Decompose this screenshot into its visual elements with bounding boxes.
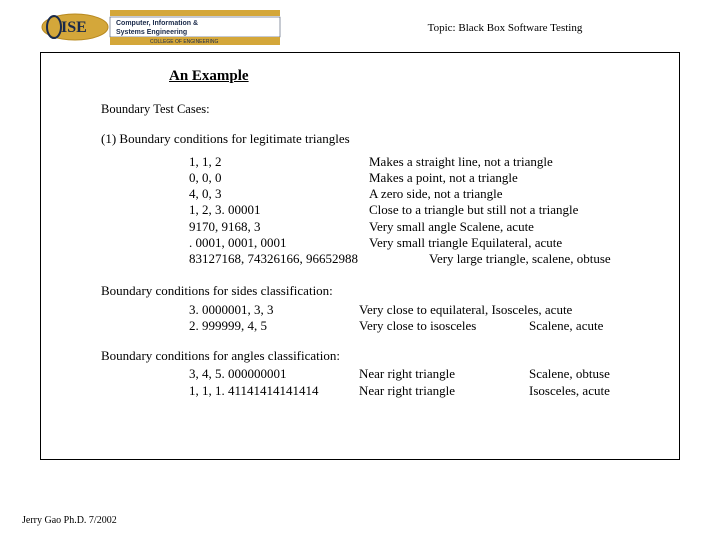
cell: 3, 4, 5. 000000001 (189, 366, 359, 382)
cell: 1, 1, 1. 41141414141414 (189, 383, 359, 399)
table-row: 1, 1, 2Makes a straight line, not a tria… (189, 154, 661, 170)
header: ISE Computer, Information & Systems Engi… (0, 0, 720, 52)
svg-text:Systems Engineering: Systems Engineering (116, 29, 187, 36)
cell: Very close to equilateral, Isosceles, ac… (359, 302, 529, 318)
table-row: 0, 0, 0Makes a point, not a triangle (189, 170, 661, 186)
section-3: Boundary conditions for angles classific… (101, 348, 661, 399)
section-3-heading: Boundary conditions for angles classific… (101, 348, 661, 364)
ise-logo-icon: ISE Computer, Information & Systems Engi… (40, 10, 290, 46)
cell: Very large triangle, scalene, obtuse (429, 251, 611, 267)
cell: Very small triangle Equilateral, acute (369, 235, 562, 251)
section-2-heading: Boundary conditions for sides classifica… (101, 283, 661, 299)
cell: Near right triangle (359, 366, 529, 382)
cell: Very small angle Scalene, acute (369, 219, 534, 235)
cell: . 0001, 0001, 0001 (189, 235, 369, 251)
cell: 0, 0, 0 (189, 170, 369, 186)
cell: Scalene, obtuse (529, 366, 610, 382)
cell: Scalene, acute (529, 318, 603, 334)
table-1: 1, 1, 2Makes a straight line, not a tria… (189, 154, 661, 268)
content-frame: An Example Boundary Test Cases: (1) Boun… (40, 52, 680, 460)
cell: Isosceles, acute (529, 383, 610, 399)
table-row: 1, 1, 1. 41141414141414Near right triang… (189, 383, 661, 399)
section-2: Boundary conditions for sides classifica… (101, 283, 661, 334)
svg-text:COLLEGE OF ENGINEERING: COLLEGE OF ENGINEERING (150, 39, 218, 45)
section-1-heading: (1) Boundary conditions for legitimate t… (101, 131, 661, 147)
table-row: . 0001, 0001, 0001Very small triangle Eq… (189, 235, 661, 251)
table-row: 4, 0, 3A zero side, not a triangle (189, 186, 661, 202)
table-row: 3. 0000001, 3, 3Very close to equilatera… (189, 302, 661, 318)
cell: Makes a point, not a triangle (369, 170, 518, 186)
cell: 4, 0, 3 (189, 186, 369, 202)
subtitle: Boundary Test Cases: (101, 102, 661, 118)
cell: 2. 999999, 4, 5 (189, 318, 359, 334)
cell: Very close to isosceles (359, 318, 529, 334)
slide-title: An Example (169, 67, 661, 86)
table-row: 9170, 9168, 3Very small angle Scalene, a… (189, 219, 661, 235)
table-row: 3, 4, 5. 000000001Near right triangleSca… (189, 366, 661, 382)
cell: 1, 2, 3. 00001 (189, 202, 369, 218)
footer-text: Jerry Gao Ph.D. 7/2002 (22, 515, 117, 526)
cell: 83127168, 74326166, 96652988 (189, 251, 429, 267)
table-row: 2. 999999, 4, 5Very close to isoscelesSc… (189, 318, 661, 334)
svg-text:Computer, Information &: Computer, Information & (116, 20, 198, 27)
logo: ISE Computer, Information & Systems Engi… (40, 10, 290, 46)
cell: 9170, 9168, 3 (189, 219, 369, 235)
table-row: 1, 2, 3. 00001Close to a triangle but st… (189, 202, 661, 218)
cell: 1, 1, 2 (189, 154, 369, 170)
cell: Makes a straight line, not a triangle (369, 154, 553, 170)
cell: A zero side, not a triangle (369, 186, 503, 202)
topic-text: Topic: Black Box Software Testing (290, 22, 680, 34)
table-row: 83127168, 74326166, 96652988Very large t… (189, 251, 661, 267)
svg-text:ISE: ISE (61, 19, 87, 36)
cell: Close to a triangle but still not a tria… (369, 202, 578, 218)
cell: 3. 0000001, 3, 3 (189, 302, 359, 318)
cell: Near right triangle (359, 383, 529, 399)
